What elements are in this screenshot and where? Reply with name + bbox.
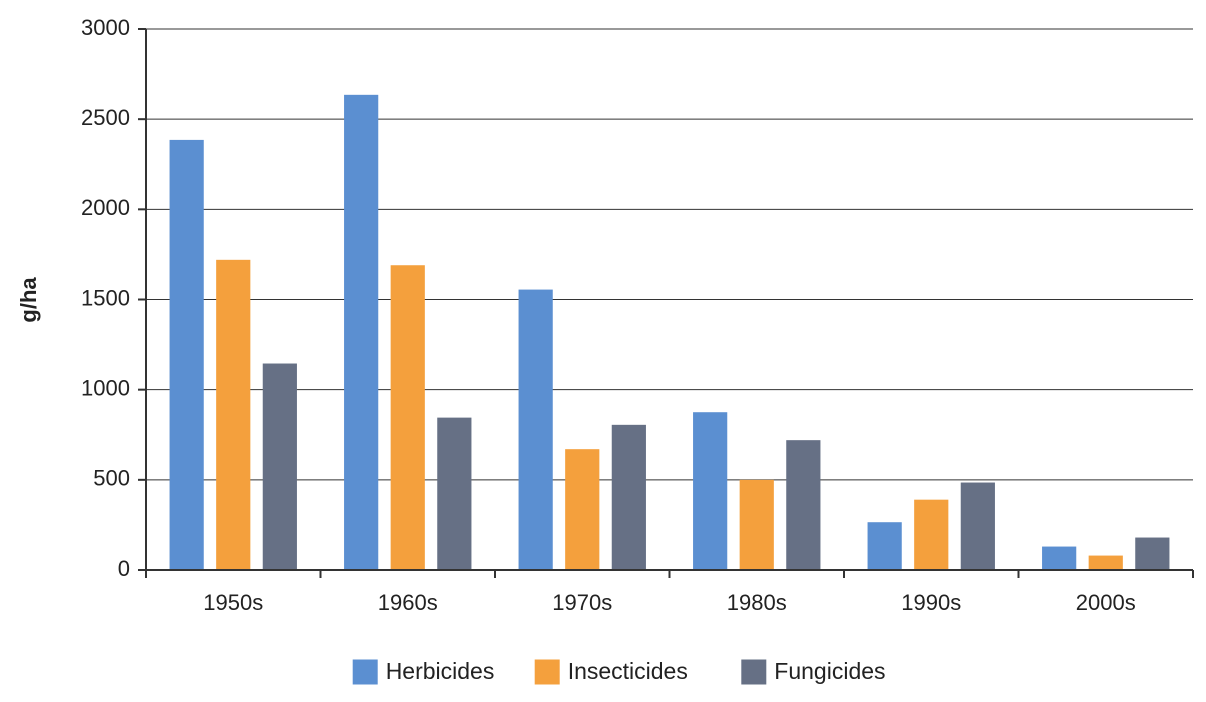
x-tick-label: 1960s <box>378 590 438 615</box>
y-tick-label: 500 <box>93 466 130 491</box>
bar-herbicides-1980s <box>693 412 728 570</box>
legend-label-herbicides: Herbicides <box>386 658 495 684</box>
bar-insecticides-1990s <box>914 499 949 570</box>
bar-insecticides-1960s <box>390 265 425 570</box>
y-axis-label: g/ha <box>16 277 41 323</box>
bar-fungicides-1960s <box>437 417 472 570</box>
bar-insecticides-1970s <box>565 449 600 570</box>
bar-herbicides-1950s <box>169 139 204 570</box>
legend-label-fungicides: Fungicides <box>774 658 885 684</box>
bar-fungicides-1990s <box>960 482 995 570</box>
legend-swatch-herbicides <box>352 659 378 685</box>
bar-insecticides-2000s <box>1088 555 1123 570</box>
x-tick-label: 1970s <box>552 590 612 615</box>
x-tick-label: 1950s <box>203 590 263 615</box>
bar-insecticides-1980s <box>739 479 774 570</box>
y-tick-label: 0 <box>118 556 130 581</box>
bar-herbicides-1990s <box>867 522 902 570</box>
bar-fungicides-1980s <box>786 440 821 570</box>
y-tick-label: 1000 <box>81 375 130 400</box>
bars <box>169 94 1170 571</box>
legend-label-insecticides: Insecticides <box>568 658 688 684</box>
y-tick-label: 2000 <box>81 195 130 220</box>
gridlines <box>146 28 1193 481</box>
y-tick-labels: 0 500 1000 1500 2000 2500 3000 <box>81 15 130 581</box>
bar-fungicides-1950s <box>262 363 297 570</box>
x-tick-label: 1980s <box>727 590 787 615</box>
x-tick-label: 2000s <box>1076 590 1136 615</box>
bar-fungicides-2000s <box>1135 537 1170 570</box>
x-tick-label: 1990s <box>901 590 961 615</box>
bar-herbicides-1970s <box>518 289 553 570</box>
bar-fungicides-1970s <box>611 424 646 570</box>
legend-swatch-insecticides <box>534 659 560 685</box>
axes <box>138 28 1194 578</box>
y-tick-label: 2500 <box>81 105 130 130</box>
x-tick-labels: 1950s 1960s 1970s 1980s 1990s 2000s <box>203 590 1135 615</box>
y-tick-label: 3000 <box>81 15 130 40</box>
y-tick-label: 1500 <box>81 285 130 310</box>
bar-herbicides-1960s <box>344 94 379 571</box>
bar-herbicides-2000s <box>1042 546 1077 570</box>
bar-insecticides-1950s <box>216 259 251 570</box>
legend: Herbicides Insecticides Fungicides <box>352 658 886 685</box>
legend-swatch-fungicides <box>741 659 767 685</box>
